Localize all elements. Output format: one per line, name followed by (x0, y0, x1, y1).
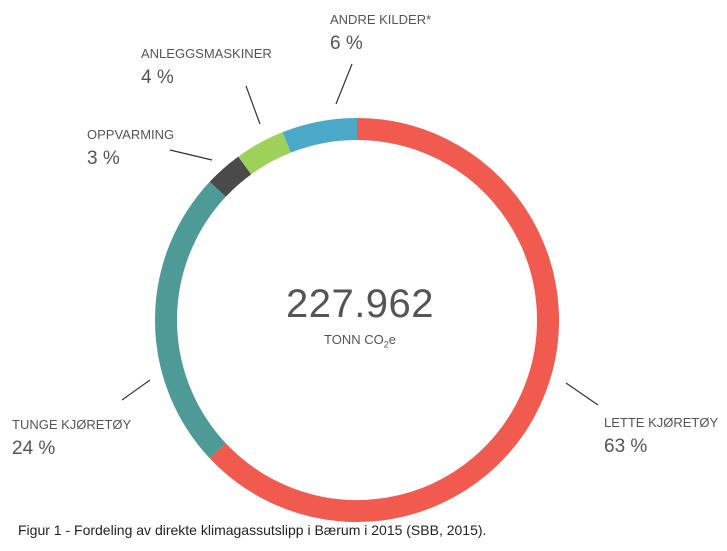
slice-label-name: OPPVARMING (87, 127, 175, 142)
slice-label-percent: 4 % (141, 67, 174, 88)
slice-label-name: LETTE KJØRETØY (604, 415, 719, 430)
leader-oppvarming (169, 149, 213, 161)
leader-anleggsmaskiner (245, 85, 261, 125)
slice-label-name: ANLEGGSMASKINER (141, 46, 272, 61)
slice-anleggsmaskiner (238, 132, 291, 175)
slice-lette-kjoretoy (209, 118, 559, 522)
slice-andre-kilder (282, 118, 358, 153)
center-unit-label: TONN CO2e (260, 332, 460, 350)
slice-tunge-kjoretoy (155, 181, 226, 459)
unit-subscript: 2 (383, 339, 389, 350)
leader-tunge-kjoretoy (121, 379, 151, 401)
slice-label-name: TUNGE KJØRETØY (12, 417, 132, 432)
center-total-value: 227.962 (285, 282, 435, 326)
unit-prefix: TONN CO (324, 332, 384, 347)
slices-layer (155, 118, 559, 522)
leader-lines (121, 63, 599, 406)
unit-suffix: e (388, 332, 396, 347)
label-lette-kjoretoy: LETTE KJØRETØY 63 % (604, 415, 718, 458)
leader-andre-kilder (335, 63, 353, 105)
label-tunge-kjoretoy: TUNGE KJØRETØY 24 % (12, 417, 131, 460)
figure-caption: Figur 1 - Fordeling av direkte klimagass… (18, 522, 487, 538)
leader-lette-kjoretoy (565, 382, 599, 406)
label-anleggsmaskiner: ANLEGGSMASKINER 4 % (141, 46, 272, 89)
label-andre-kilder: ANDRE KILDER* 6 % (330, 12, 431, 55)
slice-label-percent: 6 % (330, 33, 363, 54)
slice-label-name: ANDRE KILDER* (330, 12, 432, 27)
slice-label-percent: 63 % (604, 436, 648, 457)
slice-label-percent: 3 % (87, 148, 120, 169)
slice-oppvarming (209, 156, 252, 197)
label-oppvarming: OPPVARMING 3 % (87, 127, 174, 170)
slice-label-percent: 24 % (12, 438, 56, 459)
